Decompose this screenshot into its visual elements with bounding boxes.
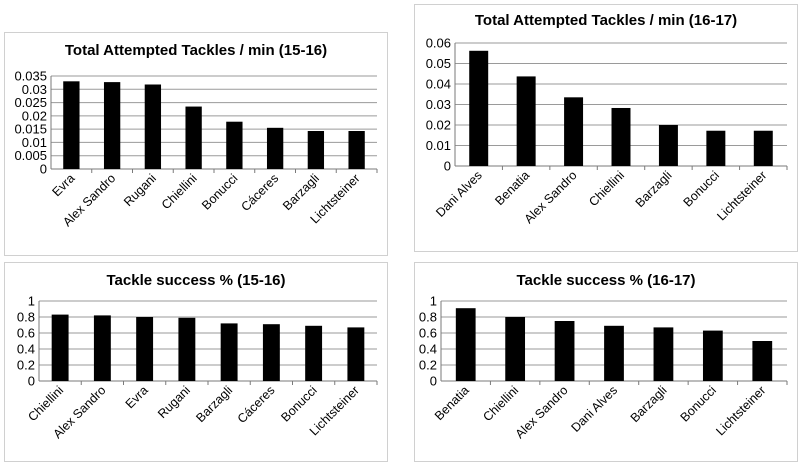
category-label: Bonucci bbox=[199, 171, 240, 212]
category-label: Cáceres bbox=[238, 171, 281, 214]
bar-alex-sandro bbox=[554, 321, 575, 381]
chart-panel-success-15-16: Tackle success % (15-16) 0 0.2 0.4 0.6 0.8 1 Ch… bbox=[4, 262, 388, 462]
category-label: Barzagli bbox=[280, 171, 322, 213]
bar-lichtsteiner bbox=[753, 130, 773, 166]
y-tick-label: 0.01 bbox=[426, 138, 451, 153]
chart-tackle-success-16-17: Tackle success % (16-17) 00.20.40.60.81 Be… bbox=[419, 272, 788, 441]
bar-evra bbox=[63, 81, 80, 169]
y-tick-label: 0 bbox=[28, 374, 35, 389]
chart-tackles-per-min-16-17: Total Attempted Tackles / min (16-17) 0 0.… bbox=[426, 12, 788, 226]
category-label: Evra bbox=[49, 171, 77, 199]
y-tick-label: 0.01 bbox=[22, 135, 47, 150]
bar-rugani bbox=[144, 84, 162, 169]
bar-lichtsteiner bbox=[752, 341, 773, 381]
bar-benatia bbox=[455, 308, 476, 381]
bar-alex-sandro bbox=[564, 97, 584, 166]
category-label: Benatia bbox=[492, 168, 532, 208]
y-tick-label: 0.2 bbox=[17, 358, 35, 373]
bar-c-ceres bbox=[266, 127, 284, 169]
bar-barzagli bbox=[658, 125, 678, 166]
chart-title: Total Attempted Tackles / min (16-17) bbox=[475, 12, 737, 29]
y-tick-label: 0.005 bbox=[14, 148, 47, 163]
bar-benatia bbox=[516, 76, 536, 166]
y-tick-label: 0.03 bbox=[22, 82, 47, 97]
category-label: Barzagli bbox=[193, 383, 235, 425]
y-tick-label: 0.015 bbox=[14, 122, 47, 137]
bar-bonucci bbox=[706, 130, 726, 166]
bar-bonucci bbox=[702, 330, 723, 381]
category-label: Barzagli bbox=[633, 168, 675, 210]
y-tick-label: 0.2 bbox=[419, 358, 437, 373]
category-label: Lichtsteiner bbox=[714, 168, 769, 223]
bar-evra bbox=[136, 317, 154, 381]
bar-dani-alves bbox=[469, 50, 489, 166]
category-label: Cáceres bbox=[235, 383, 278, 426]
bar-bonucci bbox=[226, 121, 243, 169]
chart-tackles-per-min-15-16: Total Attempted Tackles / min (15-16)00.… bbox=[14, 42, 378, 229]
y-tick-label: 0.8 bbox=[419, 310, 437, 325]
y-tick-label: 0.02 bbox=[22, 108, 47, 123]
y-tick-label: 1 bbox=[28, 294, 35, 309]
bar-alex-sandro bbox=[93, 315, 111, 381]
category-label: Benatia bbox=[432, 383, 472, 423]
category-label: Rugani bbox=[155, 383, 193, 421]
category-label: Alex Sandro bbox=[513, 383, 571, 441]
y-tick-label: 0.05 bbox=[426, 56, 451, 71]
y-tick-label: 0 bbox=[40, 162, 47, 177]
category-label: Evra bbox=[123, 383, 151, 411]
bar-barzagli bbox=[307, 131, 325, 169]
bar-bonucci bbox=[305, 325, 323, 381]
y-tick-label: 0.4 bbox=[17, 342, 35, 357]
category-label: Rugani bbox=[121, 171, 159, 209]
category-label: Chiellini bbox=[25, 383, 66, 424]
y-tick-label: 0.025 bbox=[14, 95, 47, 110]
bar-lichtsteiner bbox=[347, 327, 365, 381]
bar-chiellini bbox=[185, 106, 202, 169]
category-label: Bonucci bbox=[678, 383, 719, 424]
y-tick-label: 0.8 bbox=[17, 310, 35, 325]
category-label: Bonucci bbox=[681, 168, 722, 209]
bar-lichtsteiner bbox=[348, 131, 365, 169]
y-tick-label: 0.02 bbox=[426, 118, 451, 133]
category-label: Barzagli bbox=[628, 383, 670, 425]
chart-title: Tackle success % (16-17) bbox=[517, 272, 696, 289]
category-label: Chiellini bbox=[480, 383, 521, 424]
y-tick-label: 0.04 bbox=[426, 77, 451, 92]
category-label: Lichtsteiner bbox=[713, 383, 768, 438]
chart-title: Total Attempted Tackles / min (15-16) bbox=[65, 42, 327, 59]
y-tick-label: 0.6 bbox=[17, 326, 35, 341]
chart-tackle-success-15-16: Tackle success % (15-16) 00.20.40.60.81 Ch… bbox=[17, 272, 378, 441]
y-tick-label: 0 bbox=[444, 159, 451, 174]
bar-dani-alves bbox=[604, 325, 624, 381]
category-label: Chiellini bbox=[159, 171, 200, 212]
bar-chiellini bbox=[505, 317, 526, 381]
chart-panel-tackles-16-17: Total Attempted Tackles / min (16-17) 0 0.… bbox=[414, 4, 798, 252]
y-tick-label: 0.06 bbox=[426, 36, 451, 51]
category-label: Dani Alves bbox=[433, 168, 485, 220]
category-label: Bonucci bbox=[278, 383, 319, 424]
category-label: Chiellini bbox=[586, 168, 627, 209]
bar-barzagli bbox=[653, 327, 674, 381]
y-tick-label: 0.035 bbox=[14, 69, 47, 84]
bar-alex-sandro bbox=[103, 82, 121, 169]
bar-chiellini bbox=[51, 314, 69, 381]
y-tick-label: 1 bbox=[430, 294, 437, 309]
y-tick-label: 0 bbox=[430, 374, 437, 389]
chart-panel-success-16-17: Tackle success % (16-17) 0 0.2 0.4 0.6 0.8 1 Be… bbox=[414, 262, 798, 462]
bar-c-ceres bbox=[262, 324, 280, 381]
y-tick-label: 0.6 bbox=[419, 326, 437, 341]
category-label: Dani Alves bbox=[568, 383, 620, 435]
y-tick-label: 0.4 bbox=[419, 342, 437, 357]
chart-panel-tackles-15-16: Total Attempted Tackles / min (15-16) 0 0.… bbox=[4, 32, 388, 256]
chart-title: Tackle success % (15-16) bbox=[107, 272, 286, 289]
y-tick-label: 0.03 bbox=[426, 97, 451, 112]
bar-rugani bbox=[178, 317, 196, 381]
bar-chiellini bbox=[611, 107, 631, 166]
bar-barzagli bbox=[220, 323, 238, 381]
